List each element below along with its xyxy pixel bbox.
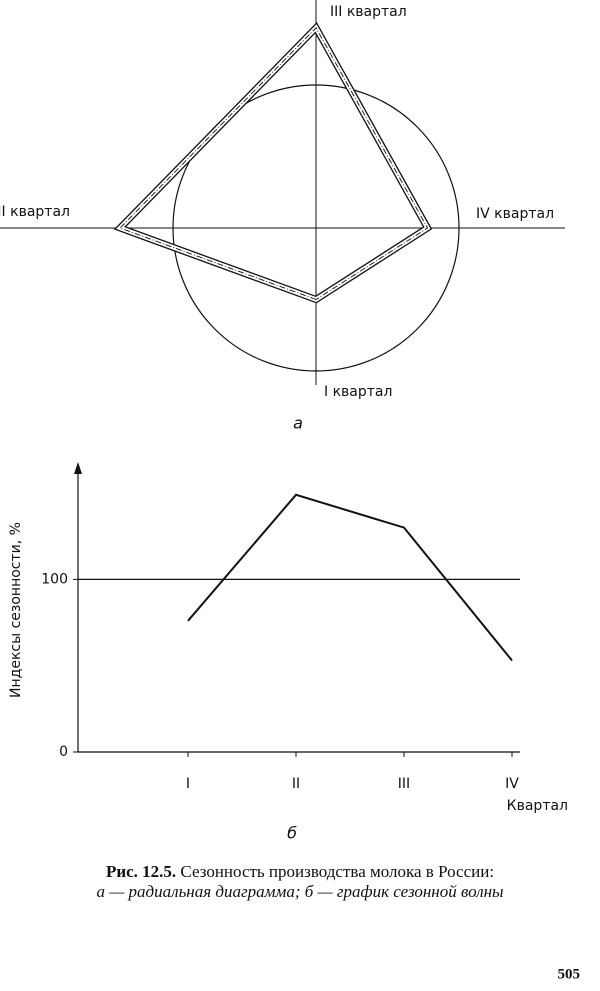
line-series	[187, 493, 513, 662]
page-number: 505	[558, 966, 581, 982]
x-tick-label: I	[186, 776, 190, 792]
chart-label: а	[293, 414, 303, 433]
y-axis-label: Индексы сезонности, %	[8, 522, 24, 698]
chart-label: б	[287, 824, 297, 843]
x-tick-label: IV	[505, 776, 519, 792]
axis-label: III квартал	[330, 4, 407, 20]
y-axis-arrow	[74, 462, 82, 474]
radar-line	[119, 27, 429, 300]
axis-label: II квартал	[0, 204, 70, 220]
caption-line-1: Рис. 12.5. Сезонность производства молок…	[106, 862, 494, 881]
caption-line-2: а — радиальная диаграмма; б — график сез…	[96, 882, 503, 901]
y-tick-label: 0	[59, 744, 68, 760]
reference-circle	[172, 84, 460, 372]
caption-text: Сезонность производства молока в России:	[180, 862, 494, 881]
caption: Рис. 12.5. Сезонность производства молок…	[96, 862, 503, 901]
x-tick-label: III	[398, 776, 410, 792]
axis-label: IV квартал	[476, 206, 554, 222]
x-tick-label: II	[292, 776, 300, 792]
figure-number: Рис. 12.5.	[106, 862, 176, 881]
x-axis-label: Квартал	[507, 798, 568, 814]
axis-label: I квартал	[324, 384, 392, 400]
y-tick-label: 100	[41, 571, 68, 587]
radar-band-inner	[116, 24, 431, 302]
